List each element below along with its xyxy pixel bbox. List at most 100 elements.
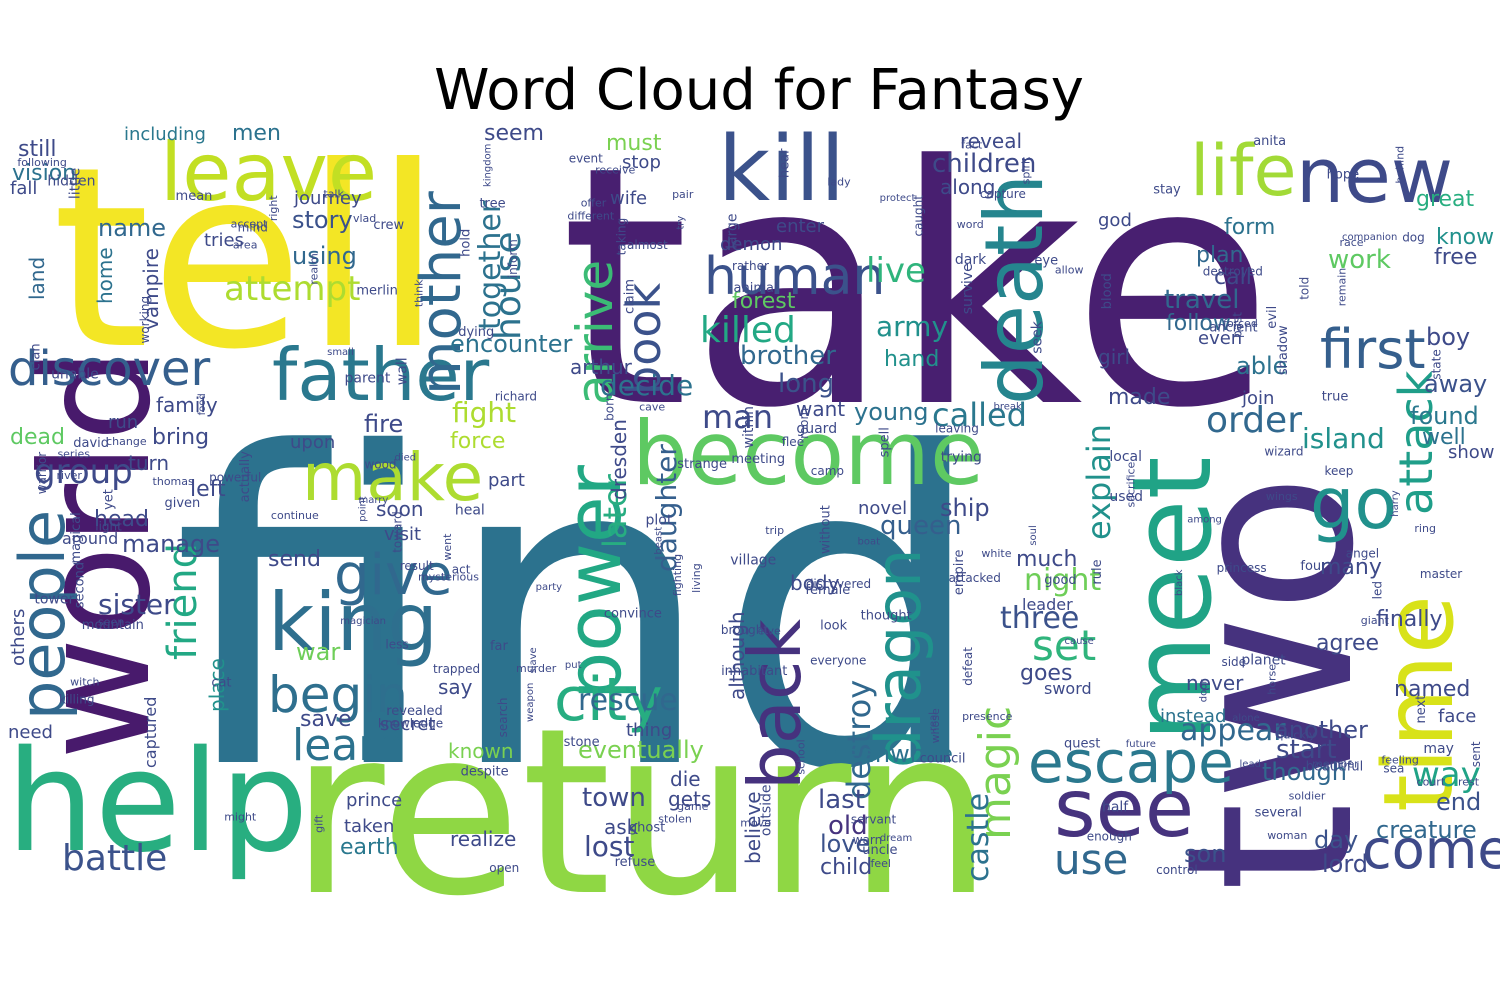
- word-princess: princess: [1217, 561, 1267, 575]
- word-offer: offer: [581, 197, 607, 210]
- word-son: son: [1184, 840, 1226, 868]
- word-even: even: [1198, 328, 1242, 349]
- word-escape: escape: [1028, 728, 1234, 796]
- word-live: live: [866, 251, 926, 291]
- word-run: run: [108, 412, 138, 433]
- word-guard: guard: [796, 421, 837, 437]
- word-david: david: [73, 436, 109, 451]
- word-move: move: [740, 816, 771, 829]
- word-need: need: [8, 722, 53, 743]
- word-evil: evil: [1265, 306, 1280, 329]
- word-much: much: [1016, 547, 1077, 572]
- word-allow: allow: [1055, 263, 1084, 276]
- word-food: food: [197, 393, 208, 415]
- word-attacked: attacked: [949, 571, 1001, 585]
- word-known: known: [448, 739, 514, 763]
- word-time: time: [1363, 595, 1475, 812]
- word-series: series: [57, 447, 90, 460]
- word-female: female: [805, 583, 850, 598]
- word-lord: lord: [1322, 850, 1368, 878]
- word-hidden: hidden: [47, 173, 95, 189]
- word-journey: journey: [293, 188, 362, 209]
- word-way: way: [1412, 755, 1481, 795]
- word-eye: eye: [1034, 253, 1058, 268]
- word-empire: empire: [952, 550, 967, 596]
- word-whose: whose: [929, 708, 942, 743]
- word-night: night: [1024, 563, 1101, 598]
- word-name: name: [98, 214, 166, 242]
- word-people: people: [6, 510, 79, 720]
- word-killed: killed: [700, 310, 796, 351]
- word-save: save: [300, 707, 352, 732]
- word-school: school: [795, 739, 808, 774]
- word-search: search: [496, 698, 510, 738]
- word-give: give: [334, 543, 453, 608]
- word-told: told: [1297, 277, 1311, 300]
- word-future: future: [1126, 739, 1156, 750]
- word-called: called: [932, 396, 1027, 434]
- word-must: must: [606, 131, 662, 156]
- word-castle: castle: [961, 793, 996, 882]
- word-man: man: [702, 398, 773, 436]
- word-several: several: [1255, 806, 1302, 821]
- word-animal: animal: [734, 281, 778, 296]
- word-think: think: [413, 279, 426, 307]
- word-servant: servant: [851, 813, 897, 827]
- word-return: return: [290, 680, 993, 947]
- word-living: living: [690, 563, 703, 593]
- word-right: right: [267, 195, 280, 222]
- word-forest: forest: [732, 289, 796, 314]
- word-inform: inform: [506, 239, 520, 278]
- word-richard: richard: [495, 390, 537, 404]
- word-weapon: weapon: [525, 683, 536, 722]
- word-form: form: [1224, 215, 1275, 240]
- word-quickly: quickly: [1276, 728, 1315, 741]
- word-never: never: [1186, 671, 1244, 695]
- word-brought: brought: [721, 623, 768, 637]
- word-kingdom: kingdom: [482, 144, 493, 187]
- word-upon: upon: [290, 432, 335, 453]
- word-follow: follow: [1166, 311, 1231, 336]
- word-remain: remain: [1336, 268, 1349, 307]
- word-novel: novel: [858, 498, 907, 519]
- word-less: less: [385, 638, 408, 652]
- word-try: try: [676, 216, 687, 230]
- word-party: party: [536, 582, 563, 593]
- word-spirit: spirit: [1020, 156, 1033, 184]
- word-boat: boat: [858, 536, 881, 547]
- word-may: may: [1423, 741, 1454, 757]
- word-warrior: warrior: [35, 452, 49, 495]
- word-next: next: [1414, 695, 1429, 724]
- word-made: made: [1108, 385, 1170, 410]
- word-family: family: [156, 393, 218, 417]
- word-story: story: [292, 206, 353, 234]
- word-find: find: [172, 364, 988, 864]
- word-convince: convince: [604, 606, 662, 621]
- word-magician: magician: [340, 616, 386, 627]
- word-council: council: [920, 752, 966, 767]
- word-open: open: [489, 861, 519, 875]
- word-shadow: shadow: [1276, 325, 1291, 375]
- word-behind: behind: [1394, 146, 1407, 184]
- word-went: went: [441, 533, 454, 561]
- word-say: say: [438, 675, 473, 699]
- word-court: court: [1417, 776, 1446, 789]
- word-area: area: [233, 238, 258, 251]
- word-town: town: [582, 783, 646, 813]
- word-island: island: [1302, 422, 1385, 455]
- word-following: following: [17, 156, 66, 169]
- word-small: small: [327, 347, 354, 358]
- word-vampire: vampire: [139, 248, 163, 330]
- word-decide: decide: [600, 369, 693, 402]
- word-destroyed: destroyed: [1203, 264, 1263, 278]
- word-another: another: [1274, 716, 1368, 744]
- word-seem: seem: [484, 121, 544, 146]
- word-despite: despite: [461, 764, 509, 779]
- word-show: show: [1448, 442, 1495, 463]
- word-together: together: [473, 200, 508, 330]
- word-meanwhile: meanwhile: [822, 740, 953, 768]
- word-though: though: [1262, 758, 1347, 786]
- word-woman: woman: [1267, 829, 1307, 842]
- word-well: well: [1422, 425, 1466, 450]
